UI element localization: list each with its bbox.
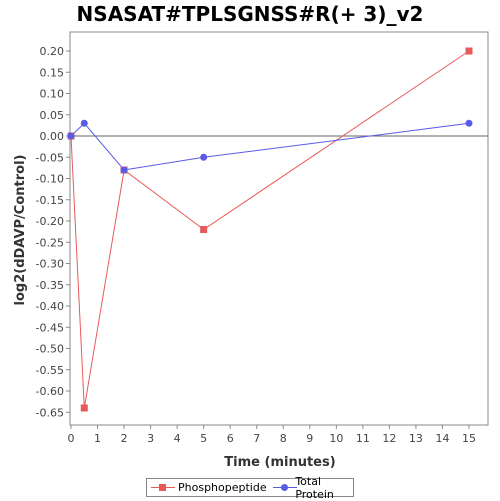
series-layer [67,47,473,412]
x-tick-label: 5 [200,432,207,445]
x-tick-label: 1 [94,432,101,445]
legend-label-phosphopeptide: Phosphopeptide [178,481,267,494]
chart-legend: Phosphopeptide Total Protein [146,475,354,501]
x-tick-label: 0 [68,432,75,445]
x-tick-label: 2 [121,432,128,445]
y-tick-label: -0.20 [36,215,64,228]
legend-label-total-protein: Total Protein [295,474,334,501]
x-tick-label: 13 [409,432,423,445]
x-tick-label: 9 [306,432,313,445]
legend-item-phosphopeptide: Phosphopeptide [151,481,267,494]
point-total-protein [120,166,128,174]
y-tick-label: -0.35 [36,279,64,292]
point-total-protein [67,132,75,140]
x-tick-label: 11 [356,432,370,445]
x-tick-label: 3 [147,432,154,445]
y-tick-label: -0.45 [36,321,64,334]
y-tick-label: -0.25 [36,236,64,249]
point-total-protein [465,119,473,127]
y-tick-label: -0.30 [36,258,64,271]
legend-swatch-phosphopeptide [151,483,175,493]
point-phosphopeptide [80,404,88,412]
y-tick-label: 0.05 [40,109,65,122]
x-tick-label: 6 [227,432,234,445]
x-tick-label: 10 [329,432,343,445]
y-tick-label: -0.40 [36,300,64,313]
y-tick-label: 0.15 [40,66,65,79]
x-tick-label: 8 [280,432,287,445]
point-phosphopeptide [200,226,208,233]
y-tick-label: -0.60 [36,385,64,398]
y-tick-label: 0.20 [40,45,65,58]
chart-title: NSASAT#TPLSGNSS#R(+ 3)_v2 [76,2,424,26]
point-phosphopeptide [465,47,473,55]
y-tick-label: -0.65 [36,406,64,419]
x-tick-label: 12 [382,432,396,445]
y-tick-label: -0.55 [36,364,64,377]
x-axis-title: Time (minutes) [224,455,335,470]
y-tick-label: -0.50 [36,343,64,356]
x-tick-label: 14 [435,432,449,445]
y-axis-title: log2(dDAVP/Control) [13,155,28,306]
point-total-protein [200,153,208,161]
axes-layer: 0.20 0.15 0.10 0.05 0.00 -0.05 -0.10 -0.15 -0.20… [36,31,489,445]
y-tick-label: -0.15 [36,194,64,207]
y-tick-label: 0.00 [40,130,65,143]
legend-swatch-total-protein [272,483,297,493]
y-tick-label: 0.10 [40,88,65,101]
plot-area [69,31,489,426]
x-tick-label: 15 [462,432,476,445]
legend-item-total-protein: Total Protein [272,474,351,501]
x-tick-label: 4 [174,432,181,445]
x-tick-label: 7 [253,432,260,445]
y-tick-label: -0.10 [36,173,64,186]
point-total-protein [80,119,88,127]
y-tick-label: -0.05 [36,151,64,164]
